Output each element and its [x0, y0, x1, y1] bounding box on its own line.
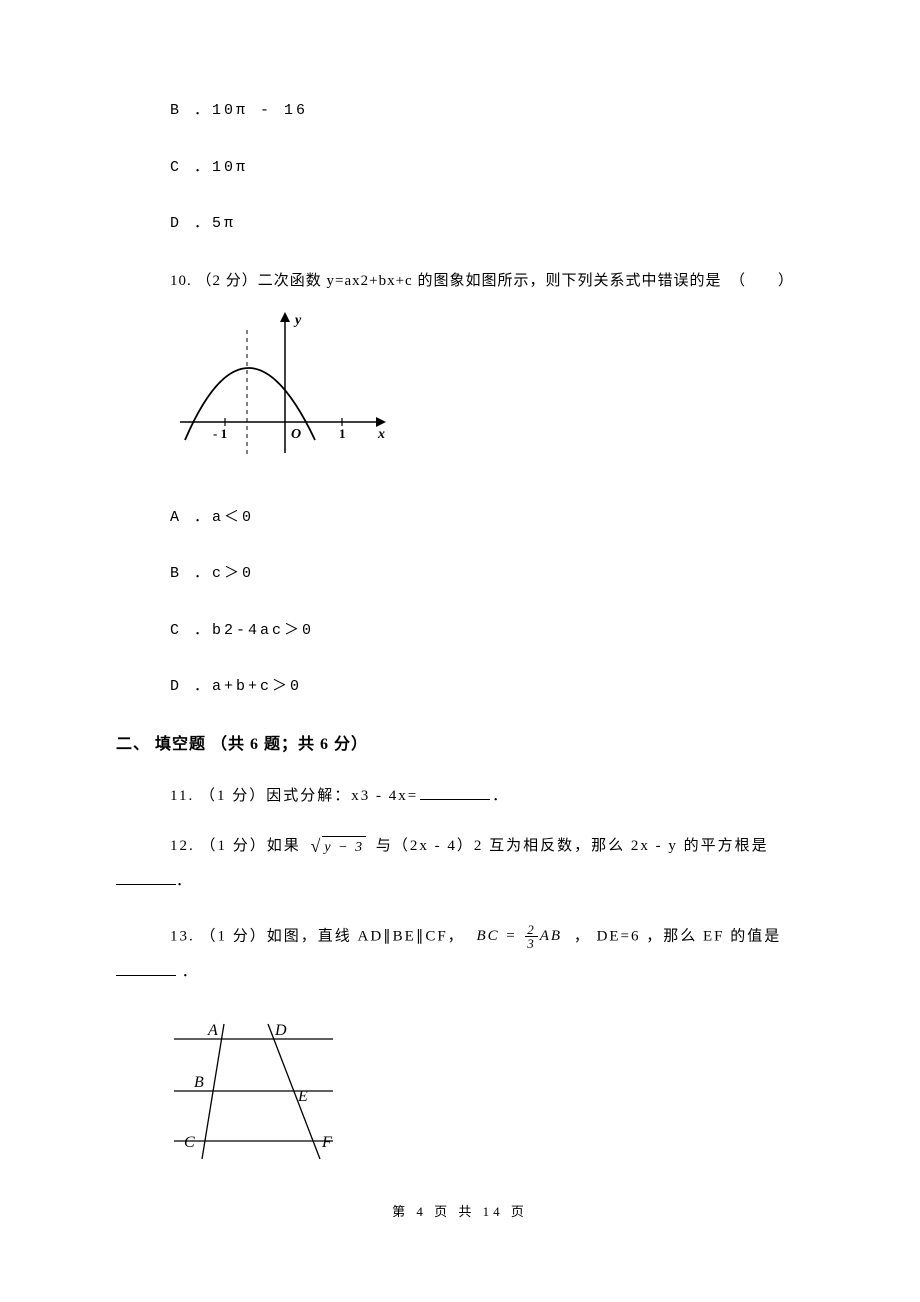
svg-text:F: F	[321, 1134, 332, 1151]
q13-pre: 13. （1 分）如图，直线 AD∥BE∥CF，	[170, 928, 465, 944]
svg-text:B: B	[194, 1074, 204, 1091]
q11-text-post: ．	[492, 788, 509, 804]
svg-text:E: E	[297, 1088, 308, 1105]
q13-line: 13. （1 分）如图，直线 AD∥BE∥CF， BC = 2 3 AB ， D…	[170, 923, 804, 951]
q12-line: 12. （1 分）如果 √ y − 3 与（2x - 4）2 互为相反数，那么 …	[170, 833, 804, 860]
frac-den: 3	[525, 937, 538, 951]
q9-option-c: C ．10π	[170, 157, 804, 180]
svg-text:C: C	[184, 1134, 195, 1151]
frac-num: 2	[525, 923, 538, 937]
q10-option-b: B ．c＞0	[170, 563, 804, 586]
q12-mid: 与（2x - 4）2 互为相反数，那么 2x - y 的平方根是	[376, 838, 769, 854]
bc-equation: BC = 2 3 AB	[476, 928, 567, 944]
parabola-graph-svg: - 1 1 Ox y	[170, 310, 390, 465]
q12-blank	[116, 870, 176, 885]
svg-text:y: y	[293, 313, 302, 328]
q9-option-d: D ．5π	[170, 213, 804, 236]
q12-continuation: ．	[116, 870, 804, 893]
q10-option-d: D ．a+b+c＞0	[170, 676, 804, 699]
q11-text-pre: 11. （1 分）因式分解：x3 - 4x=	[170, 788, 418, 804]
svg-text:D: D	[274, 1022, 287, 1039]
q11-line: 11. （1 分）因式分解：x3 - 4x= ．	[170, 785, 804, 808]
svg-text:O: O	[291, 427, 301, 442]
page-footer: 第 4 页 共 14 页	[116, 1202, 804, 1222]
q9-option-b: B ．10π - 16	[170, 100, 804, 123]
q13-blank	[116, 961, 176, 976]
q10-option-a: A ．a＜0	[170, 507, 804, 530]
sqrt-icon: √	[311, 833, 323, 860]
bc-right: AB	[540, 928, 562, 944]
svg-text:A: A	[207, 1022, 218, 1039]
q13-mid: ， DE=6 ，那么 EF 的值是	[574, 928, 781, 944]
q12-post: ．	[176, 873, 193, 889]
q12-pre: 12. （1 分）如果	[170, 838, 307, 854]
svg-text:x: x	[377, 427, 385, 442]
q13-post: ．	[176, 964, 199, 980]
q10-graph: - 1 1 Ox y	[170, 310, 804, 473]
parallel-lines-figure-svg: A D B E C F	[170, 1019, 335, 1164]
svg-text:1: 1	[339, 426, 346, 441]
section-2-title: 二、 填空题 （共 6 题；共 6 分）	[116, 733, 804, 757]
q13-continuation: ．	[116, 961, 804, 984]
q10-stem: 10. （2 分）二次函数 y=ax2+bx+c 的图象如图所示，则下列关系式中…	[170, 270, 804, 293]
fraction: 2 3	[525, 923, 538, 951]
svg-text:- 1: - 1	[213, 426, 227, 441]
sqrt-content: y − 3	[322, 836, 366, 858]
q11-blank	[420, 785, 490, 800]
bc-left: BC =	[476, 928, 517, 944]
q10-option-c: C ．b2-4ac＞0	[170, 620, 804, 643]
sqrt-expr: √ y − 3	[311, 833, 367, 860]
q13-figure: A D B E C F	[170, 1019, 804, 1172]
page-content: B ．10π - 16 C ．10π D ．5π 10. （2 分）二次函数 y…	[0, 0, 920, 1261]
